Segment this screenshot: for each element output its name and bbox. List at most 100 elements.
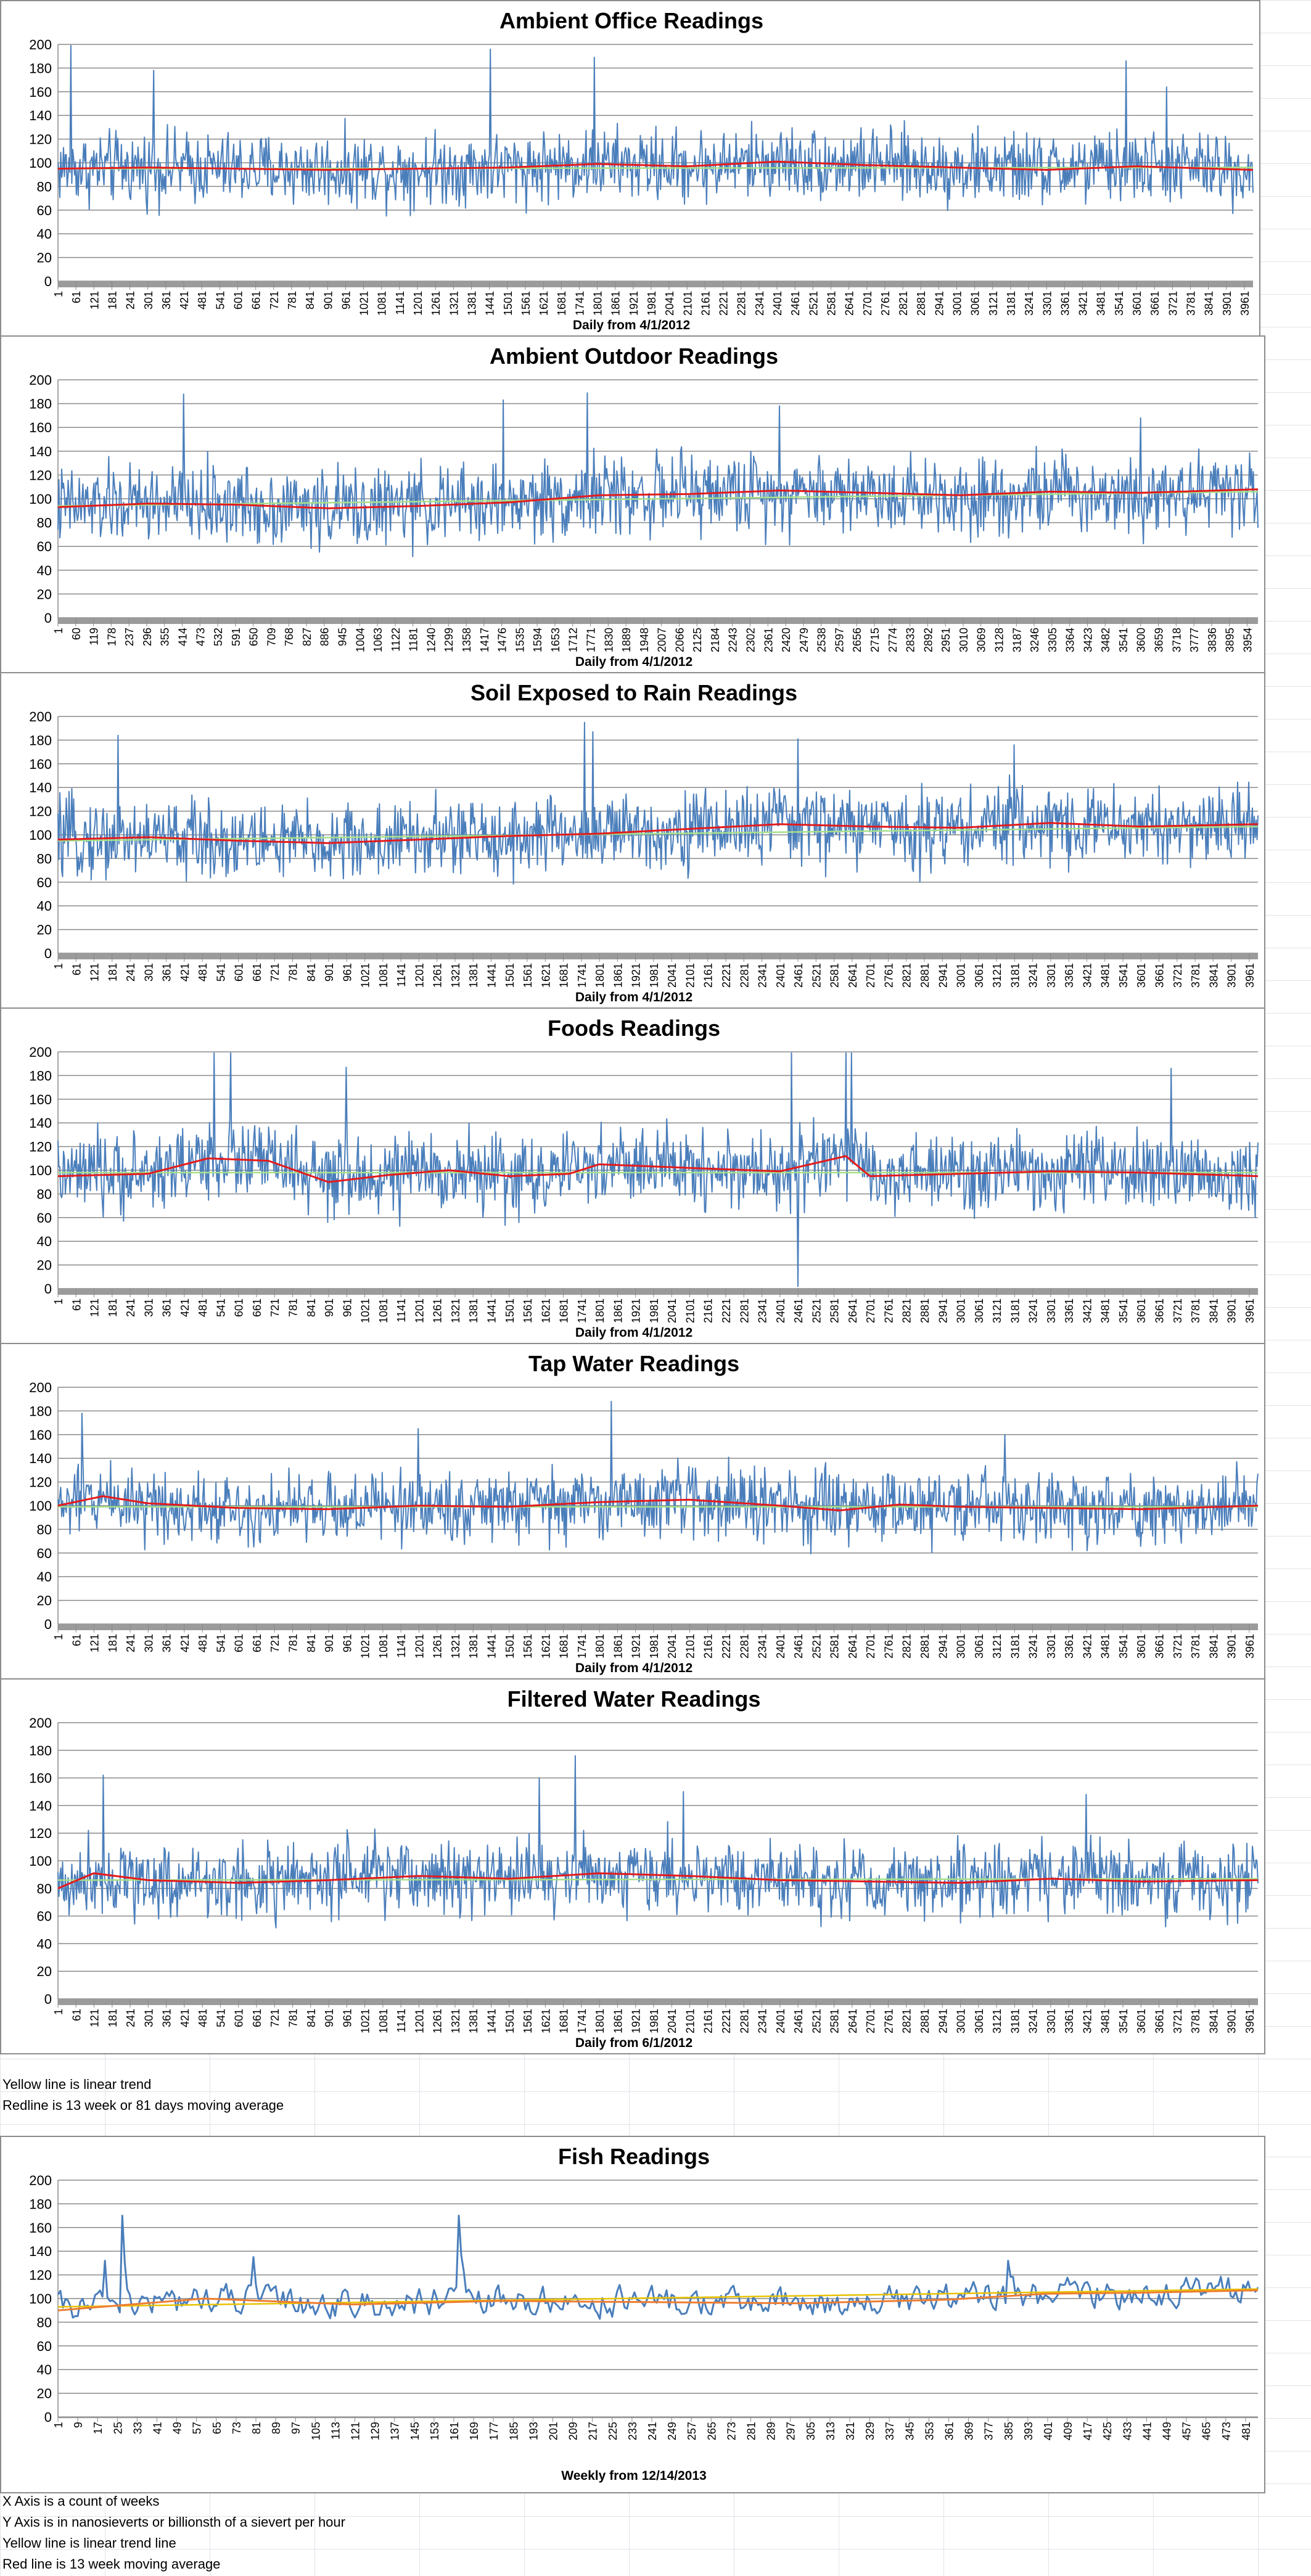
x-tick-label: 2101 bbox=[684, 1298, 696, 1323]
moving-average-line bbox=[57, 1872, 1259, 1890]
chart-panel-fish: Fish Readings 0 20 40 60 80 100 120 140 160 180 200… bbox=[0, 2136, 1265, 2493]
y-tick-label: 100 bbox=[29, 1498, 52, 1514]
x-tick-label: 1081 bbox=[377, 963, 390, 988]
x-tick-label: 2420 bbox=[780, 628, 792, 652]
x-tick-label: 3721 bbox=[1172, 963, 1184, 988]
x-tick-label: 3721 bbox=[1172, 1298, 1184, 1323]
x-tick-label: 3901 bbox=[1226, 2009, 1238, 2033]
x-tick-label: 361 bbox=[161, 2009, 173, 2027]
x-tick-label: 3421 bbox=[1081, 2009, 1093, 2033]
x-tick-label: 355 bbox=[159, 628, 171, 646]
x-tick-label: 1861 bbox=[610, 291, 622, 316]
chart-panel-foods: Foods Readings 0 20 40 60 80 100 120 140 160 180 20… bbox=[0, 1007, 1265, 1344]
x-tick-label: 481 bbox=[197, 1634, 209, 1652]
y-tick-label: 20 bbox=[37, 1593, 52, 1609]
y-tick-label: 200 bbox=[29, 709, 52, 724]
y-tick-label: 180 bbox=[29, 732, 52, 748]
x-tick-label: 2821 bbox=[901, 2009, 913, 2033]
x-tick-label: 3187 bbox=[1011, 628, 1023, 652]
x-tick-label: 1741 bbox=[576, 1634, 588, 1659]
x-tick-label: 1004 bbox=[354, 628, 366, 652]
x-tick-label: 2881 bbox=[919, 963, 931, 988]
x-tick-label: 1141 bbox=[395, 2009, 408, 2033]
x-tick-label: 3421 bbox=[1077, 291, 1090, 316]
x-tick-label: 1201 bbox=[413, 1634, 425, 1659]
x-tick-label: 414 bbox=[176, 628, 189, 646]
x-tick-label: 65 bbox=[211, 2422, 223, 2434]
x-tick-label: 121 bbox=[89, 1634, 101, 1652]
x-tick-label: 661 bbox=[251, 963, 263, 982]
x-axis-band bbox=[58, 618, 1258, 624]
x-tick-label: 2581 bbox=[829, 1634, 841, 1659]
x-tick-label: 1741 bbox=[576, 1298, 588, 1323]
x-tick-label: 1441 bbox=[485, 1634, 498, 1659]
x-tick-label: 781 bbox=[287, 1298, 300, 1317]
y-tick-label: 40 bbox=[37, 226, 52, 242]
x-tick-label: 901 bbox=[323, 1634, 335, 1652]
x-tick-label: 181 bbox=[107, 1298, 119, 1317]
x-tick-label: 3901 bbox=[1221, 291, 1233, 316]
x-tick-label: 2881 bbox=[919, 1634, 931, 1659]
x-tick-label: 3718 bbox=[1170, 628, 1183, 652]
x-tick-label: 3421 bbox=[1081, 963, 1093, 988]
y-tick-label: 60 bbox=[37, 1210, 52, 1226]
x-tick-label: 121 bbox=[89, 2009, 101, 2027]
x-tick-label: 3128 bbox=[993, 628, 1005, 652]
x-tick-label: 3721 bbox=[1167, 291, 1179, 316]
x-axis-title: Daily from 4/1/2012 bbox=[575, 1326, 692, 1340]
x-tick-label: 73 bbox=[231, 2422, 243, 2434]
x-tick-label: 421 bbox=[179, 963, 191, 982]
x-tick-label: 241 bbox=[125, 2009, 137, 2027]
x-tick-label: 3001 bbox=[955, 963, 968, 988]
x-tick-label: 329 bbox=[864, 2422, 876, 2440]
x-tick-label: 1 bbox=[52, 2422, 65, 2428]
x-tick-label: 49 bbox=[171, 2422, 184, 2434]
y-tick-label: 60 bbox=[37, 539, 52, 554]
x-tick-label: 3841 bbox=[1203, 291, 1215, 316]
y-tick-label: 80 bbox=[37, 515, 52, 531]
x-tick-label: 3661 bbox=[1149, 291, 1161, 316]
x-tick-label: 3061 bbox=[973, 963, 985, 988]
x-tick-label: 2821 bbox=[897, 291, 910, 316]
chart-panel-tap-water: Tap Water Readings 0 20 40 60 80 100 120 140 160 1… bbox=[0, 1343, 1265, 1680]
x-tick-label: 3895 bbox=[1224, 628, 1236, 652]
note-red-line: Redline is 13 week or 81 days moving ave… bbox=[2, 2098, 284, 2113]
x-tick-label: 421 bbox=[179, 1634, 191, 1652]
x-tick-label: 3241 bbox=[1027, 963, 1040, 988]
x-axis-band bbox=[58, 1624, 1258, 1630]
y-tick-label: 20 bbox=[37, 2386, 52, 2402]
x-tick-label: 1921 bbox=[630, 1634, 643, 1659]
x-tick-label: 2461 bbox=[792, 1634, 805, 1659]
y-tick-label: 60 bbox=[37, 203, 52, 218]
x-tick-label: 178 bbox=[105, 628, 118, 646]
x-tick-label: 1921 bbox=[630, 1298, 643, 1323]
x-tick-label: 1 bbox=[52, 1634, 65, 1640]
x-tick-label: 2221 bbox=[720, 1634, 733, 1659]
x-tick-label: 3541 bbox=[1117, 1298, 1130, 1323]
y-tick-label: 200 bbox=[29, 1044, 52, 1060]
x-tick-label: 1501 bbox=[504, 1634, 516, 1659]
x-tick-label: 1501 bbox=[504, 963, 516, 988]
x-tick-label: 721 bbox=[268, 291, 281, 310]
x-tick-label: 119 bbox=[88, 628, 101, 646]
x-tick-label: 3001 bbox=[955, 1298, 968, 1323]
x-tick-label: 2221 bbox=[720, 2009, 733, 2033]
x-tick-label: 361 bbox=[161, 963, 173, 982]
x-tick-label: 2401 bbox=[775, 2009, 787, 2033]
y-tick-label: 160 bbox=[29, 1771, 52, 1786]
x-tick-label: 1801 bbox=[594, 1298, 606, 1323]
y-tick-label: 120 bbox=[29, 1475, 52, 1490]
x-tick-label: 1063 bbox=[372, 628, 384, 652]
x-tick-label: 61 bbox=[70, 963, 83, 975]
y-tick-label: 80 bbox=[37, 1522, 52, 1537]
x-tick-label: 3841 bbox=[1207, 1298, 1220, 1323]
x-tick-label: 2641 bbox=[847, 1298, 859, 1323]
x-tick-label: 2243 bbox=[727, 628, 739, 652]
x-tick-label: 181 bbox=[106, 291, 118, 310]
x-tick-label: 3601 bbox=[1135, 1634, 1148, 1659]
chart-title: Tap Water Readings bbox=[528, 1351, 739, 1376]
readings-series-line bbox=[57, 1401, 1259, 1554]
x-tick-label: 1021 bbox=[360, 2009, 372, 2033]
x-tick-label: 345 bbox=[903, 2422, 916, 2440]
x-tick-label: 1594 bbox=[532, 628, 544, 652]
